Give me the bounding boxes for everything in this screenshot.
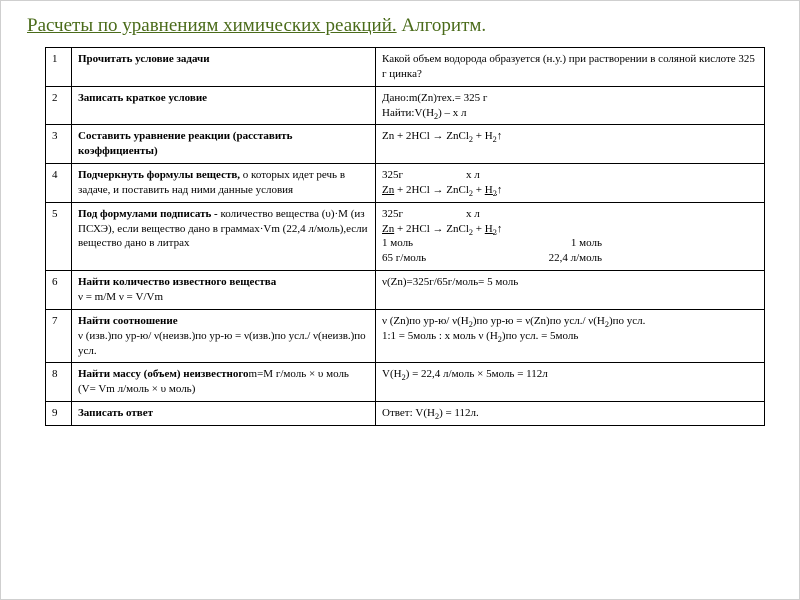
ex-l1c: )по усл. bbox=[609, 315, 645, 327]
underlined-h2: H2 bbox=[485, 223, 497, 235]
title-underlined: Расчеты по уравнениям химических реакций… bbox=[27, 15, 397, 36]
row-number: 7 bbox=[46, 309, 72, 363]
table-row: 4 Подчеркнуть формулы веществ, о которых… bbox=[46, 164, 765, 203]
table-row: 3 Составить уравнение реакции (расставит… bbox=[46, 125, 765, 164]
find-line-prefix: Найти:V(H bbox=[382, 107, 434, 119]
step-bold: Составить уравнение реакции (расставить … bbox=[78, 130, 292, 157]
mol-b: 1 моль bbox=[462, 236, 602, 251]
top-a: 325г bbox=[382, 168, 466, 183]
example-cell: ν (Zn)по ур-ю/ ν(H2)по ур-ю = ν(Zn)по ус… bbox=[376, 309, 765, 363]
example-cell: 325гх л Zn + 2HCl → ZnCl2 + H2↑ bbox=[376, 164, 765, 203]
top-b: х л bbox=[466, 168, 616, 183]
step-cell: Записать ответ bbox=[72, 402, 376, 426]
row-number: 5 bbox=[46, 202, 72, 270]
step-cell: Записать краткое условие bbox=[72, 86, 376, 125]
equation-mid: + 2HCl → ZnCl bbox=[394, 223, 469, 235]
ex-l1b: )по ур-ю = ν(Zn)по усл./ ν(H bbox=[473, 315, 605, 327]
underlined-h2: H2 bbox=[485, 184, 497, 196]
example-cell: ν(Zn)=325г/65г/моль= 5 моль bbox=[376, 271, 765, 310]
equation-part: ↑ bbox=[497, 130, 503, 142]
ex-a: V(H bbox=[382, 368, 402, 380]
mol-a: 1 моль bbox=[382, 236, 462, 251]
top-values: 325гх л bbox=[382, 207, 758, 222]
mol-line: 1 моль 1 моль bbox=[382, 236, 758, 251]
underlined-zn: Zn bbox=[382, 184, 394, 196]
subscript: 2 bbox=[469, 189, 473, 198]
step-cell: Найти соотношение ν (изв.)по ур-ю/ ν(неи… bbox=[72, 309, 376, 363]
step-cell: Под формулами подписать - количество вещ… bbox=[72, 202, 376, 270]
equation-part: + H bbox=[473, 130, 493, 142]
step-bold: Прочитать условие задачи bbox=[78, 53, 210, 65]
top-values: 325гх л bbox=[382, 168, 758, 183]
underlined-zn: Zn bbox=[382, 223, 394, 235]
row-number: 3 bbox=[46, 125, 72, 164]
ex-l2b: )по усл. = 5моль bbox=[502, 330, 578, 342]
equation-mid: + 2HCl → ZnCl bbox=[394, 184, 469, 196]
top-b: х л bbox=[466, 207, 616, 222]
step-cell: Подчеркнуть формулы веществ, о которых и… bbox=[72, 164, 376, 203]
eq-tail: ↑ bbox=[497, 184, 503, 196]
row-number: 9 bbox=[46, 402, 72, 426]
top-a: 325г bbox=[382, 207, 466, 222]
example-cell: Ответ: V(H2) = 112л. bbox=[376, 402, 765, 426]
table-row: 8 Найти массу (объем) неизвестногоm=М г/… bbox=[46, 363, 765, 402]
step-bold: Под формулами подписать - bbox=[78, 208, 218, 220]
subscript: 2 bbox=[469, 228, 473, 237]
table-row: 7 Найти соотношение ν (изв.)по ур-ю/ ν(н… bbox=[46, 309, 765, 363]
row-number: 2 bbox=[46, 86, 72, 125]
example-cell: V(H2) = 22,4 л/моль × 5моль = 112л bbox=[376, 363, 765, 402]
slide: Расчеты по уравнениям химических реакций… bbox=[0, 0, 800, 600]
step-line2: ν = m/M ν = V/Vm bbox=[78, 291, 163, 303]
table-row: 5 Под формулами подписать - количество в… bbox=[46, 202, 765, 270]
equation-part: Zn + 2HCl → ZnCl bbox=[382, 130, 469, 142]
step-bold: Записать краткое условие bbox=[78, 92, 207, 104]
given-line: Дано:m(Zn)тех.= 325 г bbox=[382, 92, 487, 104]
step-cell: Составить уравнение реакции (расставить … bbox=[72, 125, 376, 164]
find-line-suffix: ) – х л bbox=[438, 107, 466, 119]
step-bold: Подчеркнуть формулы веществ, bbox=[78, 169, 240, 181]
step-bold: Найти соотношение bbox=[78, 315, 178, 327]
step-cell: Найти количество известного вещества ν =… bbox=[72, 271, 376, 310]
row-number: 1 bbox=[46, 48, 72, 87]
ex-l2a: 1:1 = 5моль : х моль ν (H bbox=[382, 330, 498, 342]
mm-a: 65 г/моль bbox=[382, 251, 462, 266]
ex-a: Ответ: V(H bbox=[382, 407, 435, 419]
row-number: 6 bbox=[46, 271, 72, 310]
molar-mass-line: 65 г/моль 22,4 л/моль bbox=[382, 251, 758, 266]
table-row: 6 Найти количество известного вещества ν… bbox=[46, 271, 765, 310]
algorithm-table: 1 Прочитать условие задачи Какой объем в… bbox=[45, 47, 765, 426]
table-row: 1 Прочитать условие задачи Какой объем в… bbox=[46, 48, 765, 87]
slide-title: Расчеты по уравнениям химических реакций… bbox=[27, 15, 779, 37]
step-bold: Найти массу (объем) неизвестного bbox=[78, 368, 249, 380]
ex-b: ) = 22,4 л/моль × 5моль = 112л bbox=[406, 368, 548, 380]
example-cell: Какой объем водорода образуется (н.у.) п… bbox=[376, 48, 765, 87]
ex-l1a: ν (Zn)по ур-ю/ ν(H bbox=[382, 315, 469, 327]
step-bold: Записать ответ bbox=[78, 407, 153, 419]
step-cell: Найти массу (объем) неизвестногоm=М г/мо… bbox=[72, 363, 376, 402]
table-row: 2 Записать краткое условие Дано:m(Zn)тех… bbox=[46, 86, 765, 125]
mm-b: 22,4 л/моль bbox=[462, 251, 602, 266]
example-cell: 325гх л Zn + 2HCl → ZnCl2 + H2↑ 1 моль 1… bbox=[376, 202, 765, 270]
title-suffix: Алгоритм. bbox=[397, 15, 487, 36]
row-number: 4 bbox=[46, 164, 72, 203]
table-row: 9 Записать ответ Ответ: V(H2) = 112л. bbox=[46, 402, 765, 426]
step-cell: Прочитать условие задачи bbox=[72, 48, 376, 87]
example-cell: Дано:m(Zn)тех.= 325 г Найти:V(H2) – х л bbox=[376, 86, 765, 125]
step-line2: ν (изв.)по ур-ю/ ν(неизв.)по ур-ю = ν(из… bbox=[78, 330, 366, 357]
ex-b: ) = 112л. bbox=[439, 407, 479, 419]
row-number: 8 bbox=[46, 363, 72, 402]
eq-tail: ↑ bbox=[497, 223, 503, 235]
step-bold: Найти количество известного вещества bbox=[78, 276, 276, 288]
example-cell: Zn + 2HCl → ZnCl2 + H2↑ bbox=[376, 125, 765, 164]
